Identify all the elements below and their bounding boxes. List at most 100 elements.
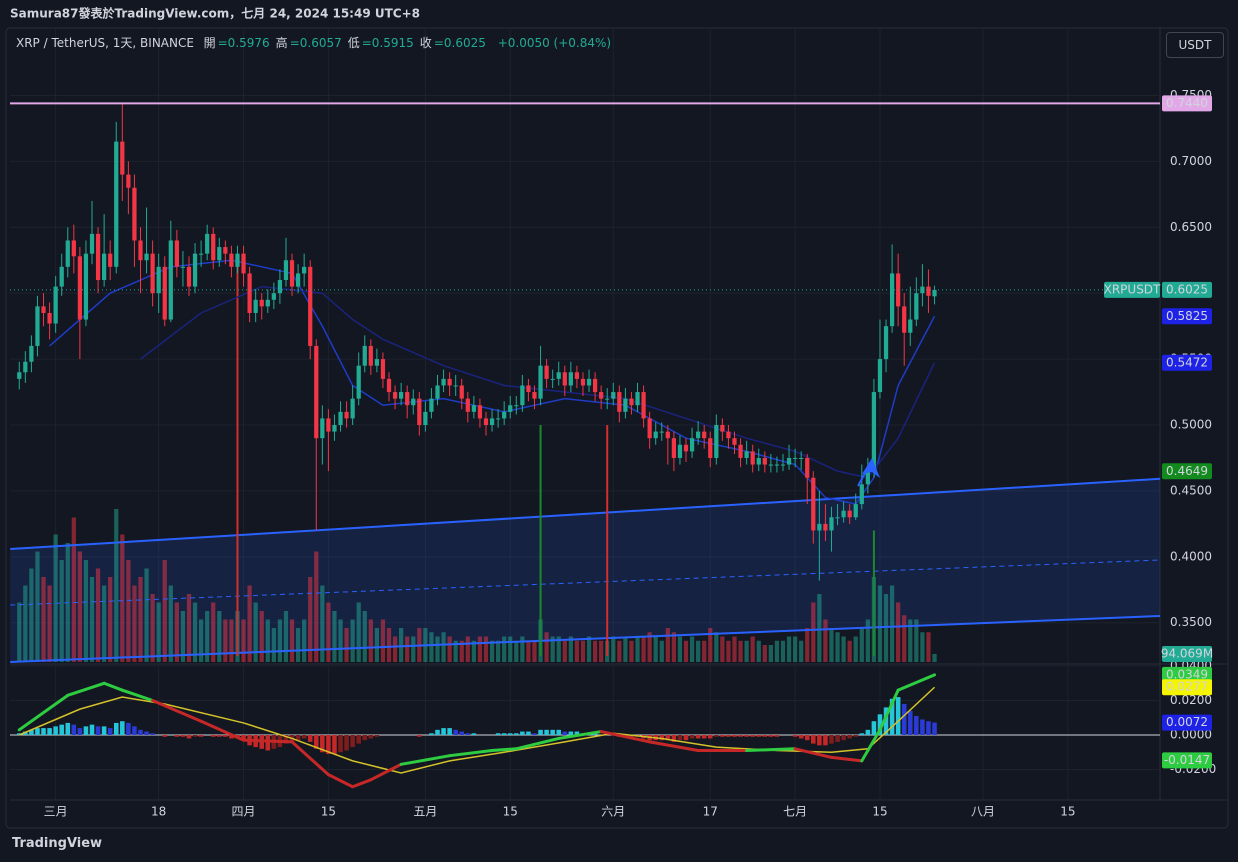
macd-hist-bar xyxy=(138,729,143,735)
candle-body xyxy=(635,392,640,406)
macd-hist-bar xyxy=(689,735,695,739)
candle-body xyxy=(374,359,380,366)
candle-body xyxy=(786,457,792,465)
candle-body xyxy=(168,240,173,320)
macd-hist-bar xyxy=(792,735,798,737)
price-badge xyxy=(1162,646,1212,663)
macd-hist-bar xyxy=(568,731,574,735)
candle-body xyxy=(277,280,283,294)
candle-body xyxy=(562,372,567,386)
symbol-badge-text: XRPUSDT xyxy=(1104,282,1161,296)
candle-body xyxy=(726,431,731,439)
currency-button[interactable]: USDT xyxy=(1166,32,1224,58)
macd-hist-bar xyxy=(514,733,519,735)
candle-body xyxy=(738,444,743,458)
macd-hist-bar xyxy=(877,714,883,735)
y-tick-label: 0.5000 xyxy=(1170,418,1212,432)
macd-hist-bar xyxy=(501,733,507,735)
volume-bar xyxy=(817,594,822,662)
channel-lower xyxy=(10,614,1161,663)
price-badge xyxy=(1162,308,1212,325)
macd-hist-bar xyxy=(162,735,168,737)
price-badge-text: 0.7440 xyxy=(1166,96,1208,110)
macd-hist-bar xyxy=(283,735,289,744)
price-badge-text: 0.5825 xyxy=(1166,309,1208,323)
volume-bar xyxy=(338,619,343,662)
macd-hist-bar xyxy=(871,721,877,735)
author-line: Samura87發表於TradingView.com，七月 24, 2024 1… xyxy=(10,6,420,21)
macd-hist-bar xyxy=(823,735,828,746)
macd-hist-bar xyxy=(65,722,71,735)
volume-bar xyxy=(780,640,786,662)
volume-bar xyxy=(277,619,283,662)
macd-line-segment xyxy=(326,773,355,789)
macd-hist-bar xyxy=(465,733,471,735)
macd-hist-bar xyxy=(447,728,452,735)
symbol: XRP / TetherUS, 1天, BINANCE xyxy=(16,36,194,50)
candle-body xyxy=(653,431,658,439)
candle-body xyxy=(65,240,70,267)
volume-bar xyxy=(380,619,386,662)
candle-body xyxy=(198,253,204,255)
candle-body xyxy=(95,233,101,281)
macd-hist-bar xyxy=(29,729,34,735)
volume-bar xyxy=(829,628,834,662)
macd-line-segment xyxy=(102,681,124,692)
candle-body xyxy=(138,240,143,261)
macd-hist-bar xyxy=(574,731,580,735)
macd-hist-bar xyxy=(23,731,28,735)
candle-body xyxy=(295,273,301,287)
volume-bar xyxy=(59,560,64,662)
volume-bar xyxy=(95,568,101,662)
volume-bar xyxy=(477,636,483,662)
candle-body xyxy=(186,266,192,287)
volume-bar xyxy=(241,619,246,662)
volume-bar xyxy=(732,636,737,662)
volume-bar xyxy=(271,628,276,662)
candle-body xyxy=(411,398,416,406)
macd-line-segment xyxy=(514,736,561,751)
volume-bar xyxy=(29,568,34,662)
candle-body xyxy=(883,326,889,360)
volume-bar xyxy=(108,577,113,662)
macd-hist-bar xyxy=(665,735,671,741)
volume-bar xyxy=(926,632,931,662)
macd-hist-bar xyxy=(435,729,440,735)
y-tick-label: 0.6500 xyxy=(1170,220,1212,234)
candle-body xyxy=(332,425,337,432)
macd-line-segment xyxy=(648,740,700,753)
candle-body xyxy=(453,385,458,387)
macd-hist-bar xyxy=(738,735,743,737)
macd-hist-bar xyxy=(210,735,216,737)
field-value: =0.5915 xyxy=(361,36,414,50)
candle-body xyxy=(162,266,167,320)
candle-body xyxy=(665,431,670,439)
candle-body xyxy=(659,431,664,433)
candle-body xyxy=(671,438,677,458)
field-label: 開 xyxy=(203,36,216,50)
candle-body xyxy=(465,398,470,412)
macd-hist-bar xyxy=(83,726,89,735)
volume-bar xyxy=(635,636,640,662)
candle-body xyxy=(41,306,46,313)
macd-hist-bar xyxy=(732,735,737,737)
macd-hist-bar xyxy=(768,735,774,737)
candle-body xyxy=(386,378,392,393)
volume-bar xyxy=(126,560,131,662)
macd-hist-bar xyxy=(241,735,246,741)
volume-bar xyxy=(23,585,28,662)
candle-body xyxy=(756,457,761,465)
macd-hist-bar xyxy=(720,735,725,737)
volume-bar xyxy=(77,551,83,662)
candle-body xyxy=(599,392,604,399)
candle-body xyxy=(829,517,834,531)
channel-upper xyxy=(10,477,1161,551)
volume-bar xyxy=(411,636,416,662)
volume-bar xyxy=(489,640,495,662)
candle-body xyxy=(271,293,276,300)
candle-body xyxy=(89,233,95,254)
volume-bar xyxy=(677,636,683,662)
symbol-badge xyxy=(1104,281,1160,298)
